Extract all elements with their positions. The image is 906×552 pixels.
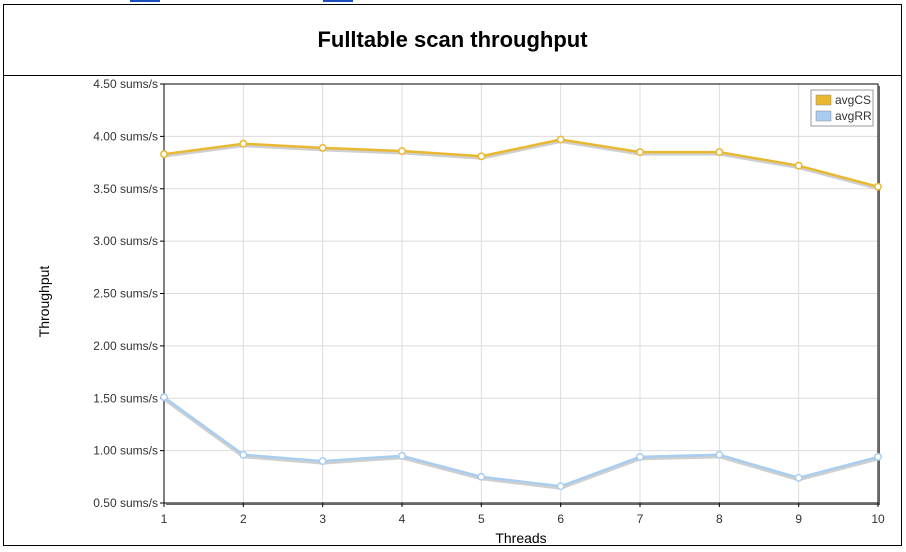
data-point-avgCS [398,147,406,155]
data-point-avgCS [874,182,882,191]
data-point-avgCS [318,143,327,152]
data-point-avgCS [556,135,565,144]
chart-title: Fulltable scan throughput [317,27,588,52]
x-tick-label: 5 [478,512,485,526]
legend: avgCS avgRR [810,89,874,127]
series-shadow-avgCS [163,139,879,191]
data-point-avgRR [477,472,486,481]
data-point-avgRR [636,452,644,461]
data-point-avgRR [556,482,565,491]
series-shadow-avgRR [163,397,879,490]
legend-swatch-avgRR [815,110,832,122]
data-point-avgCS [239,139,248,148]
y-tick-label: 1.50 sums/s [93,391,158,405]
top-link-left[interactable] [130,0,160,2]
x-tick-label: 1 [161,512,168,526]
chart-frame: Fulltable scan throughput [3,4,902,546]
x-tick-label: 8 [716,512,723,526]
y-tick-label: 1.00 sums/s [93,444,158,458]
top-links-fragment [130,0,360,2]
plot-shadow-right [878,86,880,505]
y-tick-label: 3.50 sums/s [93,182,158,196]
x-tick-label: 4 [399,512,406,526]
data-point-avgRR [874,452,882,461]
y-tick-label: 2.50 sums/s [93,287,158,301]
data-point-avgRR [715,450,724,459]
x-axis-label: Threads [495,530,546,546]
series-group [160,135,882,491]
data-point-avgCS [715,148,724,157]
x-tick-label: 2 [240,512,247,526]
data-point-avgCS [160,150,168,159]
data-point-avgRR [398,451,406,460]
plot-shadow-bottom [166,503,880,505]
y-tick-label: 0.50 sums/s [93,496,158,510]
x-tick-label: 10 [871,512,885,526]
top-link-right[interactable] [323,0,353,2]
y-axis-ticks: 0.50 sums/s 1.00 sums/s 1.50 sums/s 2.00 su… [93,77,164,510]
data-point-avgRR [239,450,248,459]
y-tick-label: 2.00 sums/s [93,339,158,353]
series-line-avgCS [163,138,879,188]
legend-label-avgCS: avgCS [835,93,871,107]
data-point-avgCS [794,161,803,170]
x-tick-label: 3 [319,512,326,526]
y-axis-label: Throughput [36,266,52,338]
data-point-avgRR [318,457,327,466]
x-tick-label: 9 [795,512,802,526]
series-line-avgRR [163,396,879,488]
x-axis-ticks: 1 2 3 4 5 6 7 8 9 10 [161,503,885,526]
data-point-avgCS [636,148,644,157]
legend-swatch-avgCS [815,94,832,106]
data-point-avgCS [477,152,486,161]
x-tick-label: 7 [637,512,644,526]
title-box: Fulltable scan throughput [4,5,901,76]
x-tick-label: 6 [557,512,564,526]
y-tick-label: 4.00 sums/s [93,129,158,143]
y-tick-label: 4.50 sums/s [93,77,158,91]
legend-label-avgRR: avgRR [835,109,872,123]
y-tick-label: 3.00 sums/s [93,234,158,248]
data-point-avgRR [160,393,168,402]
data-point-avgRR [794,473,803,482]
